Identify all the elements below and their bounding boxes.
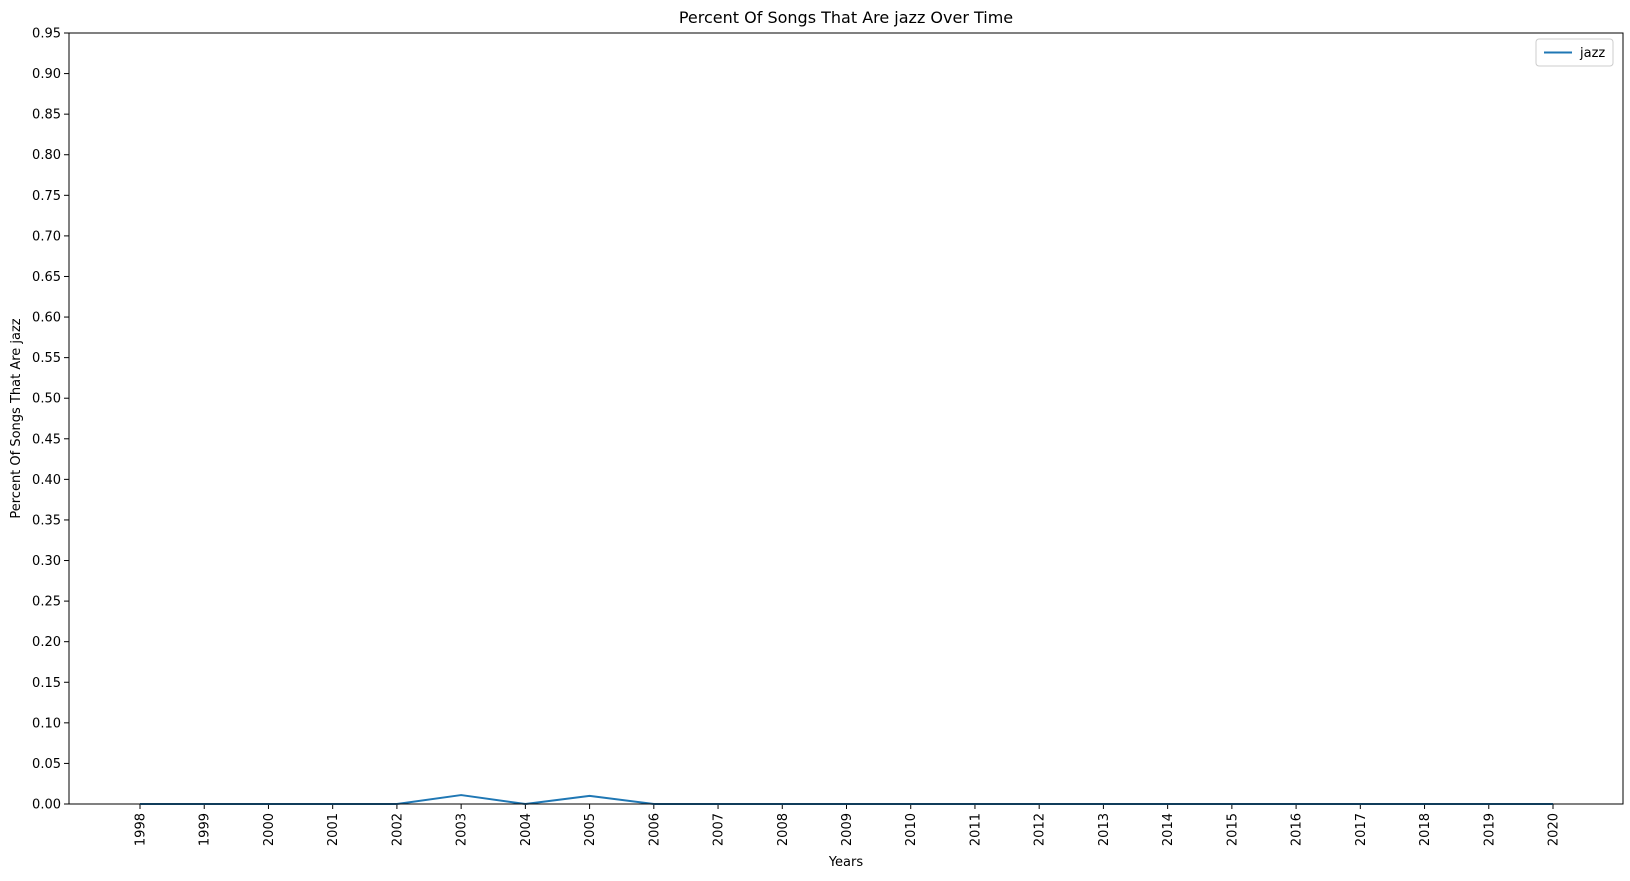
y-axis-ticks: 0.00 0.05 0.10 0.15 0.20 0.25 0.30 0.35 0.40 0.45… xyxy=(32,27,69,813)
x-tick-label: 2012 xyxy=(1033,813,1048,846)
y-tick-label: 0.70 xyxy=(32,229,61,244)
y-tick-label: 0.85 xyxy=(32,108,61,123)
y-axis-label: Percent Of Songs That Are jazz xyxy=(9,318,24,518)
legend: jazz xyxy=(1535,38,1614,67)
y-tick-label: 0.20 xyxy=(32,635,61,650)
y-tick-label: 0.15 xyxy=(32,676,61,691)
x-tick-label: 2000 xyxy=(262,813,277,846)
x-tick-label: 2001 xyxy=(326,813,341,846)
y-tick-label: 0.55 xyxy=(32,351,61,366)
y-tick-label: 0.00 xyxy=(32,798,61,813)
y-tick-label: 0.30 xyxy=(32,554,61,569)
legend-box xyxy=(1535,38,1614,67)
x-tick-label: 2005 xyxy=(583,813,598,846)
x-tick-label: 2013 xyxy=(1097,813,1112,846)
y-tick-label: 0.80 xyxy=(32,148,61,163)
legend-label: jazz xyxy=(1579,46,1605,61)
y-tick-label: 0.25 xyxy=(32,595,61,610)
y-tick-label: 0.05 xyxy=(32,757,61,772)
x-tick-label: 2018 xyxy=(1418,813,1433,846)
x-tick-label: 2006 xyxy=(647,813,662,846)
y-tick-label: 0.75 xyxy=(32,189,61,204)
x-tick-label: 2010 xyxy=(904,813,919,846)
x-tick-label: 1999 xyxy=(198,813,213,846)
x-tick-label: 2019 xyxy=(1482,813,1497,846)
x-tick-label: 2016 xyxy=(1290,813,1305,846)
x-tick-label: 2002 xyxy=(390,813,405,846)
x-tick-label: 2015 xyxy=(1225,813,1240,846)
x-tick-label: 2008 xyxy=(776,813,791,846)
x-tick-label: 2003 xyxy=(455,813,470,846)
y-tick-label: 0.65 xyxy=(32,270,61,285)
y-tick-label: 0.60 xyxy=(32,311,61,326)
x-axis-ticks: 1998 1999 2000 2001 2002 2003 2004 2005 2006 2007… xyxy=(134,804,1562,846)
y-tick-label: 0.90 xyxy=(32,67,61,82)
x-tick-label: 2011 xyxy=(968,813,983,846)
x-tick-label: 2007 xyxy=(712,813,727,846)
y-tick-label: 0.40 xyxy=(32,473,61,488)
x-tick-label: 2014 xyxy=(1161,813,1176,846)
y-tick-label: 0.35 xyxy=(32,513,61,528)
chart-title: Percent Of Songs That Are jazz Over Time xyxy=(679,8,1013,27)
x-tick-label: 2004 xyxy=(519,813,534,846)
x-tick-label: 2009 xyxy=(840,813,855,846)
x-axis-label: Years xyxy=(828,855,864,870)
axes-frame xyxy=(68,32,1624,805)
y-tick-label: 0.10 xyxy=(32,716,61,731)
x-tick-label: 1998 xyxy=(134,813,149,846)
y-tick-label: 0.95 xyxy=(32,27,61,42)
y-tick-label: 0.45 xyxy=(32,432,61,447)
x-tick-label: 2020 xyxy=(1547,813,1562,846)
x-tick-label: 2017 xyxy=(1354,813,1369,846)
y-tick-label: 0.50 xyxy=(32,392,61,407)
